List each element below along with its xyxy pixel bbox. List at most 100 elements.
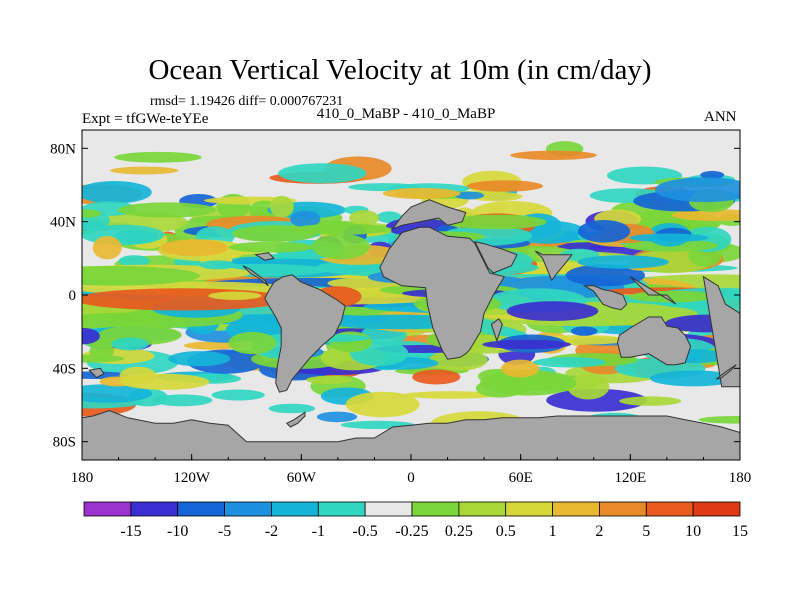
- field-cell: [292, 223, 392, 235]
- field-cell: [533, 357, 606, 368]
- colorbar-label: 0.25: [445, 523, 473, 540]
- land-europe: [391, 199, 467, 231]
- land-australia: [616, 316, 692, 366]
- colorbar-swatch: [599, 501, 647, 517]
- field-cell: [700, 170, 725, 179]
- field-cell: [506, 301, 599, 321]
- colorbar-swatch: [411, 501, 460, 517]
- colorbar-swatch: [552, 501, 600, 517]
- field-cell: [82, 209, 102, 218]
- land-central-america: [242, 265, 269, 287]
- field-cell: [110, 166, 179, 175]
- land-india: [534, 250, 573, 282]
- field-cell: [570, 326, 598, 336]
- center-string: 410_0_MaBP - 410_0_MaBP: [316, 106, 496, 122]
- field-cell: [228, 241, 314, 253]
- field-cell: [577, 255, 669, 269]
- colorbar-swatch: [645, 501, 694, 517]
- colorbar-label: 10: [685, 523, 701, 540]
- field-cell: [412, 369, 461, 385]
- field-cell: [111, 337, 149, 351]
- colorbar-swatch: [692, 501, 741, 517]
- colorbar-label: -0.5: [352, 523, 377, 540]
- field-cell: [82, 265, 200, 286]
- field-cell: [311, 233, 370, 260]
- colorbar-swatch: [364, 501, 413, 517]
- land-nz: [715, 364, 737, 380]
- field-cell: [120, 373, 210, 390]
- field-cell: [270, 195, 294, 218]
- field-cell: [546, 388, 647, 412]
- land-asia-east: [629, 276, 677, 305]
- field-cell: [92, 236, 122, 260]
- field-cell: [152, 394, 213, 407]
- colorbar-label: 5: [642, 523, 650, 540]
- land-mask: [82, 199, 740, 460]
- field-cell: [82, 328, 100, 345]
- colorbar-label: -1: [312, 523, 325, 540]
- field-cell: [183, 341, 241, 350]
- field-cell: [446, 214, 547, 230]
- field-cell: [228, 331, 277, 355]
- colorbar-swatch: [177, 501, 225, 517]
- field-cell: [349, 210, 379, 226]
- y-tick-label: 80N: [50, 141, 76, 157]
- land-africa: [379, 226, 505, 360]
- y-tick-label: 40N: [50, 215, 76, 231]
- field-cell: [629, 233, 709, 243]
- field-cell: [382, 188, 461, 199]
- x-tick-label: 120W: [173, 470, 211, 486]
- field-cell: [482, 339, 571, 350]
- field-cell: [316, 411, 358, 423]
- land-madagascar: [490, 318, 503, 343]
- y-tick-label: 40S: [53, 361, 76, 377]
- field-cell: [278, 163, 367, 184]
- field-cell: [82, 288, 289, 311]
- field-cell: [698, 416, 740, 424]
- field-cell: [168, 351, 231, 367]
- field-cell: [82, 181, 152, 204]
- field-cell: [290, 210, 321, 228]
- field-cell: [208, 291, 262, 300]
- x-tick-label: 120E: [614, 470, 646, 486]
- x-tick-label: 60E: [509, 470, 533, 486]
- field-cell: [117, 202, 216, 218]
- colorbar-swatch: [130, 501, 179, 517]
- colorbar-swatch: [458, 501, 507, 517]
- colorbar-swatch: [317, 501, 366, 517]
- y-tick-label: 0: [69, 288, 77, 304]
- x-tick-label: 180: [71, 470, 94, 486]
- left-string: Expt = tfGWe-teYEe: [82, 111, 209, 127]
- y-axis: 80N 40N 0 40S 80S: [50, 141, 740, 451]
- colorbar-label: 0.5: [496, 523, 516, 540]
- field-cell: [565, 264, 645, 287]
- field-cell: [160, 239, 229, 257]
- field-cell: [578, 220, 631, 243]
- field-cell: [345, 391, 420, 418]
- field-cell: [654, 177, 740, 203]
- stats-text: rmsd= 1.19426 diff= 0.000767231: [150, 94, 344, 109]
- field-cell: [510, 150, 597, 160]
- colorbar-swatch: [270, 501, 319, 517]
- colorbar: -15 -10 -5 -2 -1 -0.5 -0.25 0.25 0.5 1 2 5 10 15: [83, 501, 748, 540]
- land-cuba-area: [254, 252, 275, 261]
- field-cell: [402, 391, 500, 399]
- colorbar-swatch: [505, 501, 554, 517]
- colorbar-label: 15: [732, 523, 748, 540]
- field-cell: [306, 375, 353, 385]
- land-antarctica: [82, 409, 740, 460]
- land-indonesia: [582, 285, 628, 311]
- colorbar-label: 1: [549, 523, 557, 540]
- land-antarctic-peninsula: [285, 411, 306, 428]
- field-cell: [429, 349, 488, 371]
- field-cell: [671, 209, 740, 221]
- field-cell: [199, 260, 235, 270]
- x-tick-label: 60W: [287, 470, 317, 486]
- colorbar-label: 2: [595, 523, 603, 540]
- x-tick-label: 0: [407, 470, 415, 486]
- land-south-america: [264, 274, 346, 393]
- field-cell: [82, 224, 165, 246]
- y-tick-label: 80S: [53, 435, 76, 451]
- field-cell: [82, 384, 153, 403]
- land-islands-s: [88, 367, 105, 379]
